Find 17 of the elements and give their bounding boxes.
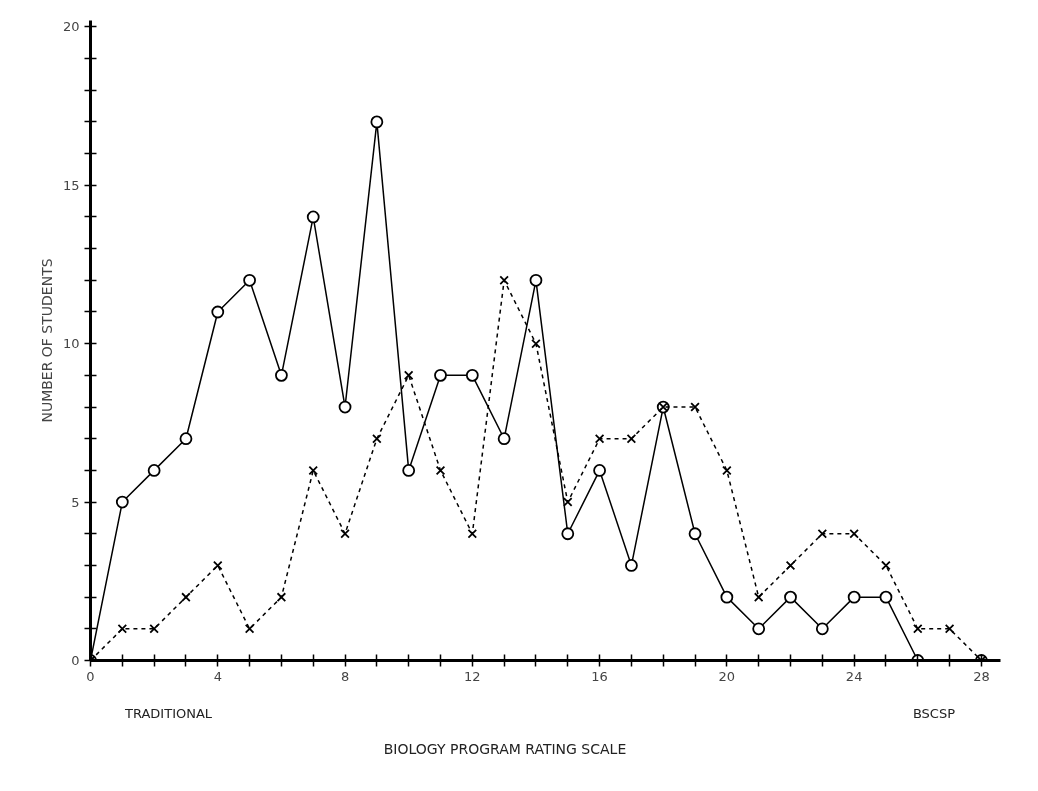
x-tick-label: 20 [718,668,736,684]
text: TRADITIONAL [125,705,213,723]
text: BSCSP [912,705,955,723]
y-tick-label: 10 [62,336,80,352]
y-tick-label: 20 [62,19,80,35]
y-tick-label: 15 [62,177,80,193]
x-tick-label: 28 [973,668,990,684]
x-tick-label: 0 [86,668,95,684]
x-tick-label: 16 [591,668,608,684]
x-tick-label: 8 [340,668,350,684]
x-axis-title: BIOLOGY PROGRAM RATING SCALE [383,739,627,759]
x-tick-label: 12 [464,668,481,684]
y-axis-title: NUMBER OF STUDENTS [38,258,55,423]
y-tick-label: 0 [71,653,80,668]
x-tick-label: 4 [213,668,222,684]
y-tick-label: 5 [71,494,80,510]
x-tick-label: 24 [845,668,863,684]
